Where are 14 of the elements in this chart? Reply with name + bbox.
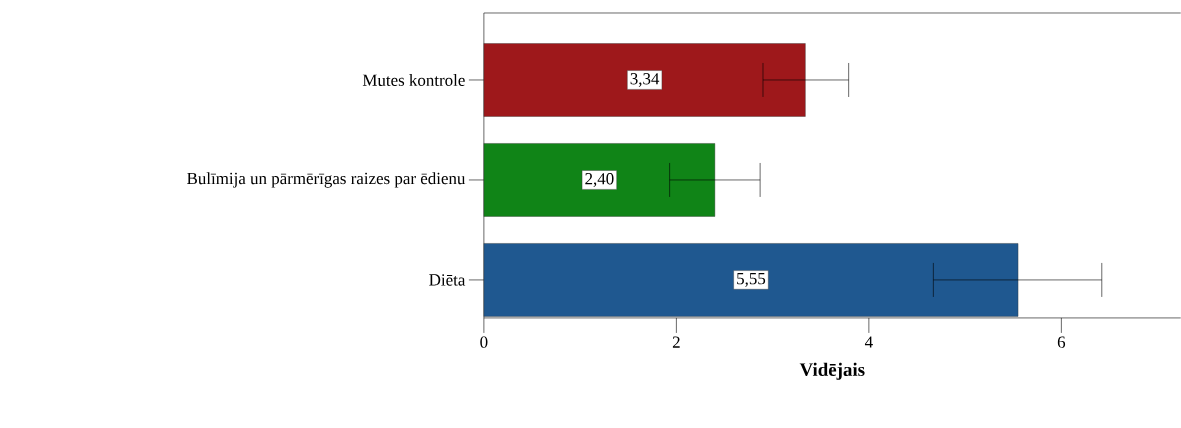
- x-tick-label: 4: [864, 336, 873, 348]
- data-label: 3,34: [630, 73, 660, 87]
- x-axis-title: Vidējais: [799, 362, 865, 380]
- data-label: 5,55: [737, 273, 766, 287]
- y-tick-label: Mutes kontrole: [362, 74, 465, 86]
- bar: [483, 243, 1019, 317]
- bar: [483, 143, 716, 217]
- x-tick-label: 0: [480, 336, 488, 348]
- x-tick-label: 6: [1057, 336, 1066, 348]
- y-tick-label: Bulīmija un pārmērīgas raizes par ēdienu: [187, 172, 466, 188]
- data-label: 2,40: [585, 173, 614, 187]
- bar: [483, 43, 806, 117]
- x-tick-label: 2: [672, 336, 680, 348]
- y-tick-label: Diēta: [429, 274, 466, 286]
